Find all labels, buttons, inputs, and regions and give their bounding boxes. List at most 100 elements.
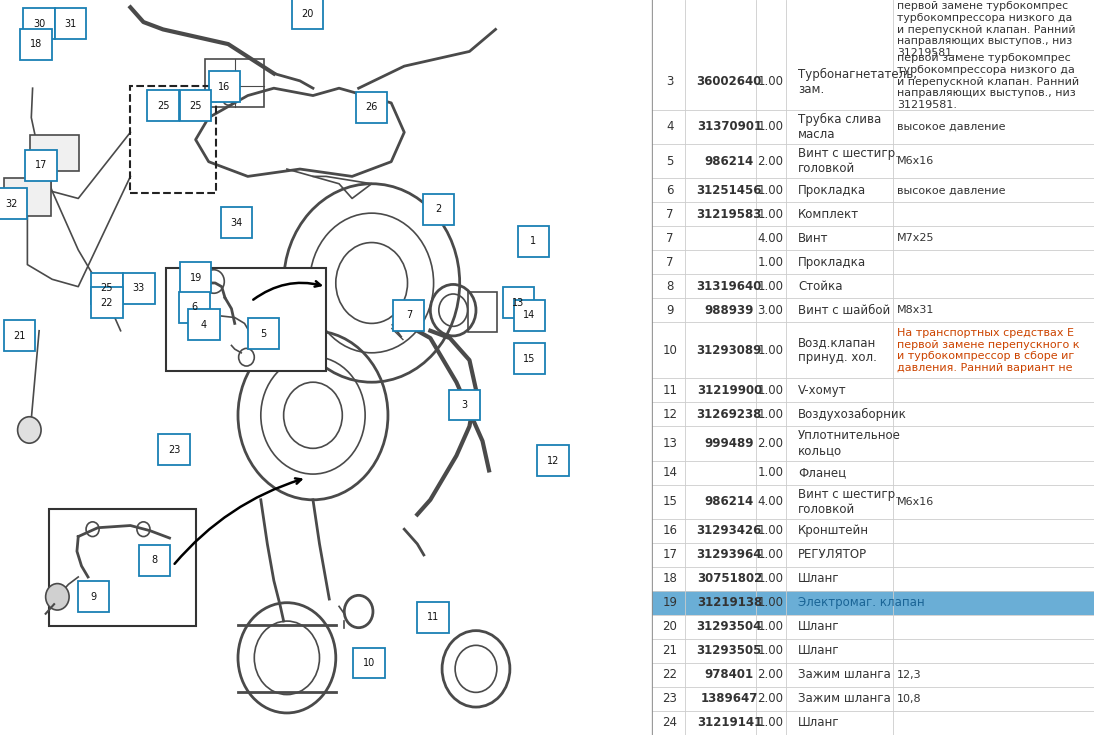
Text: 25: 25 xyxy=(101,283,113,293)
Text: 23: 23 xyxy=(167,445,181,455)
Bar xyxy=(206,59,264,107)
Text: 31: 31 xyxy=(65,18,77,29)
Text: 3: 3 xyxy=(462,400,467,410)
Text: 1.00: 1.00 xyxy=(757,620,783,634)
Text: 19: 19 xyxy=(662,597,677,609)
FancyBboxPatch shape xyxy=(221,207,253,238)
Text: 20: 20 xyxy=(662,620,677,634)
Text: 31293964: 31293964 xyxy=(697,548,763,562)
Text: 31219138: 31219138 xyxy=(697,597,763,609)
Text: 11: 11 xyxy=(662,384,677,397)
Text: Винт с шестигр.
головкой: Винт с шестигр. головкой xyxy=(798,488,899,516)
FancyBboxPatch shape xyxy=(517,226,549,257)
Text: 1.00: 1.00 xyxy=(757,384,783,397)
FancyBboxPatch shape xyxy=(188,309,220,340)
Bar xyxy=(4,178,50,216)
Bar xyxy=(49,509,196,626)
Text: 3.00: 3.00 xyxy=(757,304,783,317)
Text: 10: 10 xyxy=(662,344,677,356)
FancyBboxPatch shape xyxy=(124,273,154,304)
Text: V-хомут: V-хомут xyxy=(798,384,847,397)
FancyBboxPatch shape xyxy=(356,92,387,123)
Text: 7: 7 xyxy=(406,310,412,320)
Text: Винт с шайбой: Винт с шайбой xyxy=(798,304,891,317)
Text: 1.00: 1.00 xyxy=(757,548,783,562)
Text: 1.00: 1.00 xyxy=(757,597,783,609)
Text: 17: 17 xyxy=(662,548,677,562)
Text: 988939: 988939 xyxy=(705,304,754,317)
Text: 31293089: 31293089 xyxy=(697,344,763,356)
Text: 4: 4 xyxy=(201,320,207,330)
Text: 2.00: 2.00 xyxy=(757,154,783,168)
Text: 2.00: 2.00 xyxy=(757,668,783,681)
Text: 2.00: 2.00 xyxy=(757,437,783,450)
Text: 31293504: 31293504 xyxy=(697,620,763,634)
Text: 31269238: 31269238 xyxy=(697,408,763,421)
Text: 1.00: 1.00 xyxy=(757,717,783,730)
Text: 1.00: 1.00 xyxy=(757,75,783,88)
Text: 1.00: 1.00 xyxy=(757,645,783,658)
FancyBboxPatch shape xyxy=(4,320,35,351)
FancyBboxPatch shape xyxy=(247,318,279,349)
Text: 10,8: 10,8 xyxy=(897,694,922,704)
Text: 17: 17 xyxy=(35,160,47,171)
FancyBboxPatch shape xyxy=(179,262,211,293)
Text: 1.00: 1.00 xyxy=(757,121,783,133)
Text: 25: 25 xyxy=(156,101,170,111)
Text: 2: 2 xyxy=(435,204,442,215)
Text: первой замене турбокомпрес
турбокомпрессора низкого да
и перепускной клапан. Ран: первой замене турбокомпрес турбокомпресс… xyxy=(897,54,1080,110)
Text: 8: 8 xyxy=(151,555,158,565)
Text: 13: 13 xyxy=(662,437,677,450)
Text: высокое давление: высокое давление xyxy=(897,122,1005,132)
Text: 1.00: 1.00 xyxy=(757,184,783,197)
Text: 15: 15 xyxy=(523,354,536,364)
Bar xyxy=(166,268,326,371)
FancyBboxPatch shape xyxy=(209,71,240,102)
Text: Винт: Винт xyxy=(798,232,828,245)
Text: 21: 21 xyxy=(662,645,677,658)
Text: РЕГУЛЯТОР: РЕГУЛЯТОР xyxy=(798,548,868,562)
Text: 14: 14 xyxy=(662,466,677,479)
Text: 9: 9 xyxy=(90,592,96,602)
Text: Комплект: Комплект xyxy=(798,208,859,220)
Text: 1.00: 1.00 xyxy=(757,256,783,269)
FancyBboxPatch shape xyxy=(514,300,545,331)
Text: 30751802: 30751802 xyxy=(697,573,763,586)
FancyBboxPatch shape xyxy=(78,581,109,612)
Text: 21: 21 xyxy=(13,331,26,341)
Text: 8: 8 xyxy=(666,280,674,293)
Text: 2.00: 2.00 xyxy=(757,692,783,706)
FancyBboxPatch shape xyxy=(91,287,123,318)
Text: Уплотнительное
кольцо: Уплотнительное кольцо xyxy=(798,429,900,457)
Text: Шланг: Шланг xyxy=(798,645,839,658)
Text: Зажим шланга: Зажим шланга xyxy=(798,692,891,706)
Bar xyxy=(130,86,217,193)
Text: 15: 15 xyxy=(662,495,677,509)
Text: 22: 22 xyxy=(662,668,677,681)
Text: 31370901: 31370901 xyxy=(697,121,761,133)
Text: 30: 30 xyxy=(33,18,45,29)
Text: М8х31: М8х31 xyxy=(897,305,934,315)
Text: 36002640: 36002640 xyxy=(697,75,763,88)
Text: Прокладка: Прокладка xyxy=(798,256,866,269)
Text: 24: 24 xyxy=(662,717,677,730)
Text: 16: 16 xyxy=(662,525,677,537)
Text: 5: 5 xyxy=(260,329,267,339)
Text: 32: 32 xyxy=(5,198,18,209)
Text: 9: 9 xyxy=(666,304,674,317)
FancyBboxPatch shape xyxy=(537,445,569,476)
Text: 1: 1 xyxy=(531,236,536,246)
Text: 22: 22 xyxy=(101,298,113,308)
Text: Зажим шланга: Зажим шланга xyxy=(798,668,891,681)
FancyBboxPatch shape xyxy=(23,8,55,39)
Text: М6х16: М6х16 xyxy=(897,497,934,507)
Text: Прокладка: Прокладка xyxy=(798,184,866,197)
Text: 6: 6 xyxy=(191,302,197,312)
Circle shape xyxy=(223,93,233,105)
Bar xyxy=(468,292,498,332)
Text: 31293426: 31293426 xyxy=(697,525,763,537)
FancyBboxPatch shape xyxy=(20,29,51,60)
Text: Шланг: Шланг xyxy=(798,620,839,634)
Text: 5: 5 xyxy=(666,154,674,168)
Text: 1.00: 1.00 xyxy=(757,280,783,293)
